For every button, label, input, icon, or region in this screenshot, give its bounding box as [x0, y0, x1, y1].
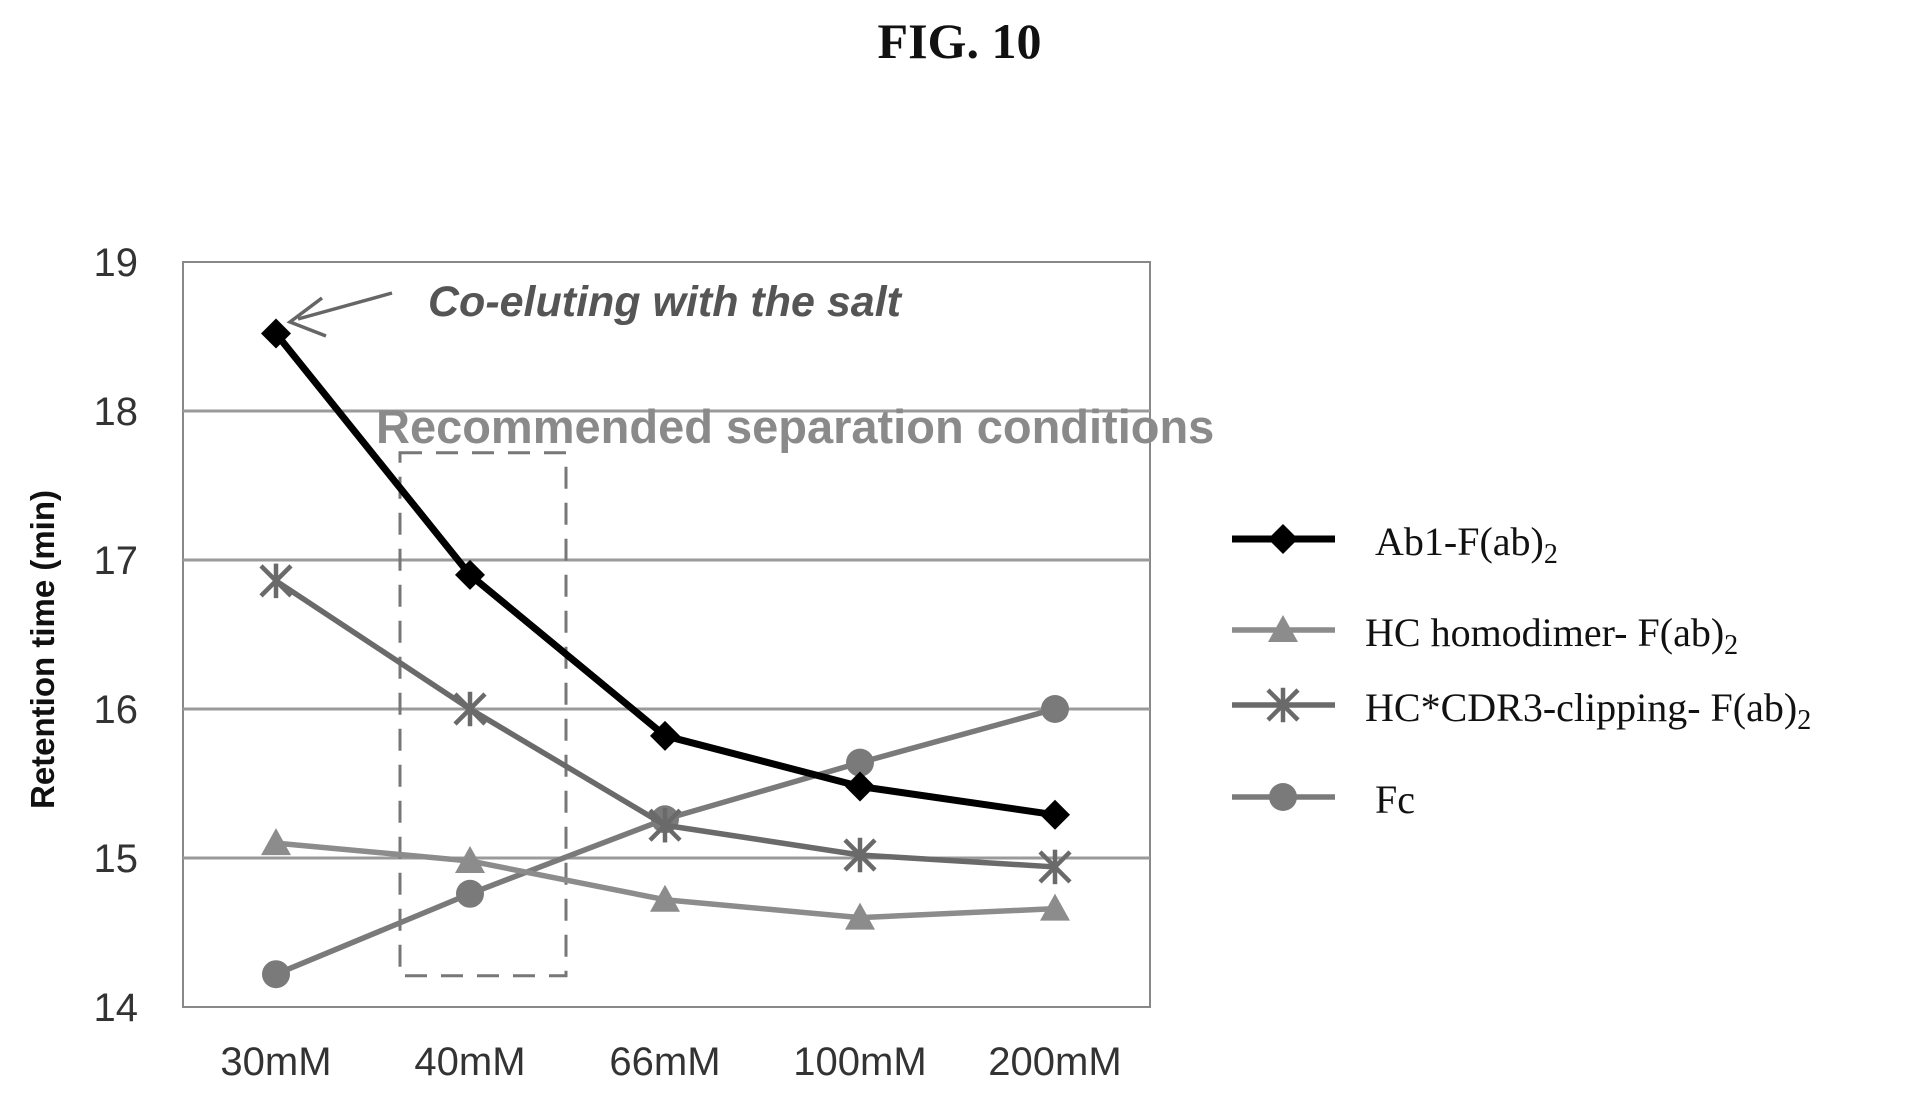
gridlines	[183, 409, 1150, 860]
series-2	[261, 828, 1070, 930]
y-axis-label: Retention time (min)	[24, 490, 61, 809]
legend-label: HC*CDR3-clipping- F(ab)2	[1365, 685, 1811, 736]
arrow-head	[286, 296, 327, 338]
annotation-recommended: Recommended separation conditions	[376, 400, 1214, 453]
series-3	[259, 563, 1072, 885]
data-point	[453, 691, 487, 727]
legend-label: HC homodimer- F(ab)2	[1365, 610, 1738, 661]
data-point	[650, 720, 680, 751]
series-1	[261, 318, 1070, 830]
data-point	[1038, 849, 1072, 885]
axes: 14 15 16 17 18 19 30mM 40mM 66mM 100mM 200mM Retent…	[24, 241, 1122, 1084]
data-point	[262, 960, 290, 989]
data-point	[455, 559, 485, 590]
series-group	[259, 318, 1072, 989]
x-tick-label: 40mM	[414, 1040, 525, 1084]
x-tick-label: 100mM	[793, 1040, 926, 1084]
data-point	[455, 845, 485, 873]
y-tick-label: 16	[94, 688, 139, 732]
data-point	[456, 879, 484, 908]
legend-marker	[1266, 687, 1300, 723]
data-point	[845, 771, 875, 802]
figure-title: FIG. 10	[877, 13, 1042, 69]
legend-item-3: HC*CDR3-clipping- F(ab)2	[1232, 685, 1811, 736]
legend-label-subscript: 2	[1724, 630, 1738, 661]
data-point	[650, 884, 680, 912]
legend-marker	[1268, 524, 1298, 554]
legend-item-1: Ab1-F(ab)2	[1232, 519, 1558, 570]
data-point	[846, 748, 874, 777]
y-tick-label: 18	[94, 390, 139, 434]
legend-marker	[1269, 783, 1297, 811]
data-point	[261, 318, 291, 349]
legend-label-subscript: 2	[1797, 705, 1811, 736]
data-point	[1040, 893, 1070, 921]
data-point	[1040, 799, 1070, 830]
annotations: Co-eluting with the salt Recommended sepa…	[286, 278, 1214, 453]
recommended-box	[398, 451, 568, 978]
plot-frame	[182, 261, 1151, 1008]
legend-label-subscript: 2	[1544, 539, 1558, 570]
legend: Ab1-F(ab)2 HC homodimer- F(ab)2 HC*CDR3-cl…	[1232, 519, 1811, 822]
x-tick-label: 66mM	[609, 1040, 720, 1084]
data-point	[845, 902, 875, 930]
y-tick-label: 15	[94, 837, 139, 881]
arrow-shaft	[297, 291, 393, 321]
recommended-region-box	[398, 451, 568, 978]
data-point	[259, 563, 293, 599]
data-point	[843, 837, 877, 873]
legend-label: Fc	[1375, 777, 1415, 822]
legend-marker	[1268, 615, 1298, 642]
y-tick-label: 19	[94, 241, 139, 285]
x-tick-label: 200mM	[988, 1040, 1121, 1084]
data-point	[648, 807, 682, 843]
legend-label: Ab1-F(ab)2	[1375, 519, 1558, 570]
plot-area	[182, 261, 1151, 1008]
y-tick-label: 17	[94, 539, 139, 583]
y-tick-label: 14	[94, 986, 139, 1030]
data-point	[261, 828, 291, 856]
legend-item-2: HC homodimer- F(ab)2	[1232, 610, 1738, 661]
data-point	[1041, 695, 1069, 723]
x-tick-label: 30mM	[220, 1040, 331, 1084]
legend-item-4: Fc	[1232, 777, 1415, 822]
annotation-salt: Co-eluting with the salt	[428, 278, 903, 326]
